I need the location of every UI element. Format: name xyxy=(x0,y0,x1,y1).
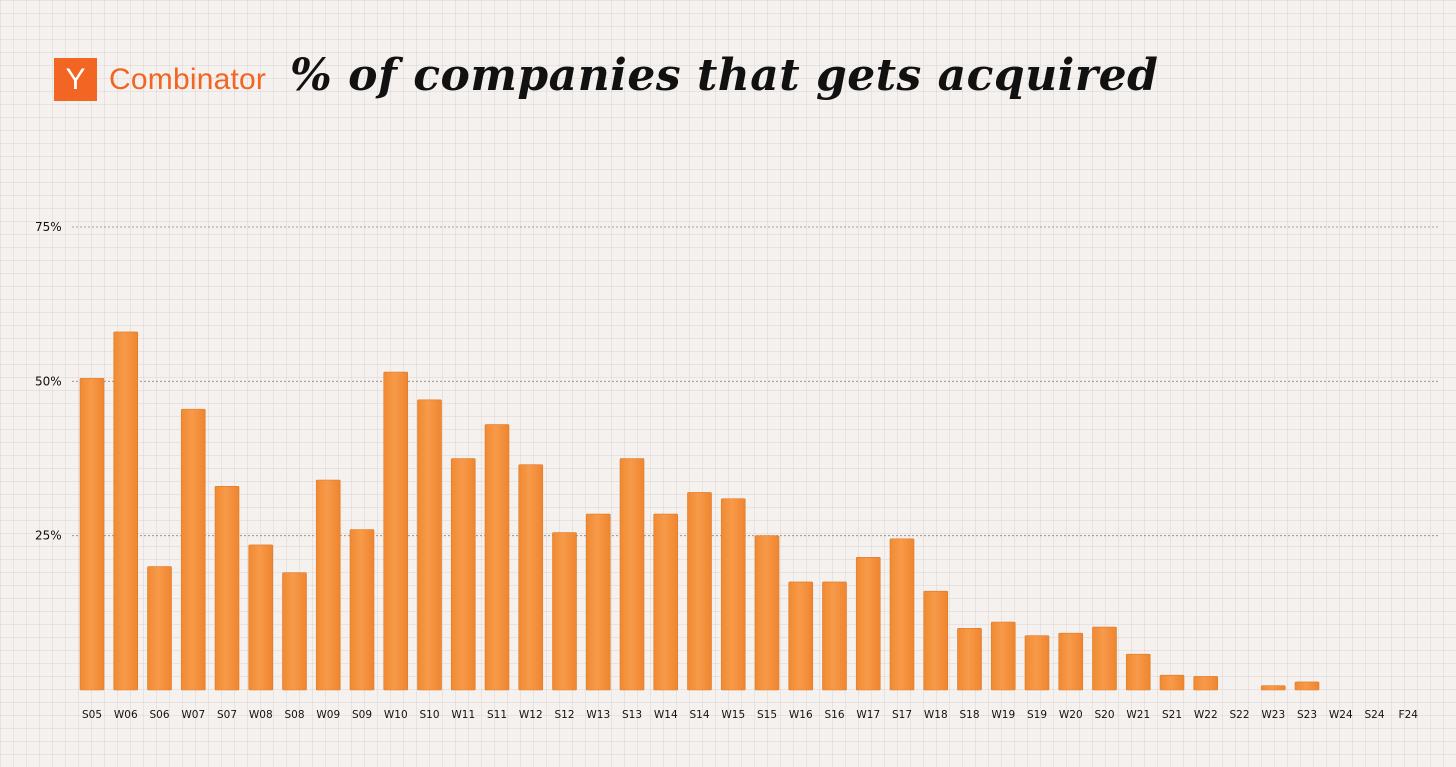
x-tick-label-s21: S21 xyxy=(1162,709,1182,721)
yc-logo-text: Combinator xyxy=(109,62,267,96)
bar-w10 xyxy=(383,371,409,691)
bar-w08 xyxy=(248,544,274,691)
bar-w07 xyxy=(180,408,206,691)
x-tick-label-s15: S15 xyxy=(757,709,777,721)
x-tick-label-s22: S22 xyxy=(1229,709,1249,721)
bar-w11 xyxy=(450,458,476,691)
x-tick-label-w13: W13 xyxy=(586,709,610,721)
x-tick-label-s20: S20 xyxy=(1094,709,1114,721)
x-tick-label-s18: S18 xyxy=(959,709,979,721)
bars xyxy=(79,331,1320,691)
bar-s11 xyxy=(484,424,510,691)
bar-s15 xyxy=(754,535,780,691)
bar-w19 xyxy=(990,621,1016,691)
x-tick-label-s24: S24 xyxy=(1364,709,1384,721)
bar-s06 xyxy=(147,566,172,691)
bar-w18 xyxy=(923,590,949,691)
bar-s12 xyxy=(552,532,577,691)
bar-s21 xyxy=(1159,674,1185,691)
y-tick-label: 75% xyxy=(35,220,62,234)
bar-s18 xyxy=(957,627,982,691)
bar-w23 xyxy=(1260,685,1286,691)
bar-w22 xyxy=(1193,676,1219,691)
x-tick-label-w17: W17 xyxy=(856,709,880,721)
x-tick-label-w23: W23 xyxy=(1261,709,1285,721)
x-tick-label-w07: W07 xyxy=(181,709,205,721)
x-tick-label-w12: W12 xyxy=(519,709,543,721)
x-tick-label-w08: W08 xyxy=(249,709,273,721)
x-tick-label-w18: W18 xyxy=(924,709,948,721)
chart-title: % of companies that gets acquired xyxy=(290,50,1159,101)
x-tick-label-s09: S09 xyxy=(352,709,372,721)
x-tick-label-w06: W06 xyxy=(114,709,138,721)
x-axis-labels: S05 W06 S06 W07 S07 W08 S08 W09 S09 W10 S10 W11 S11 W… xyxy=(82,709,1418,721)
x-tick-label-w16: W16 xyxy=(789,709,813,721)
bar-w16 xyxy=(788,581,814,691)
x-tick-label-s10: S10 xyxy=(419,709,439,721)
x-tick-label-s23: S23 xyxy=(1297,709,1317,721)
bar-w13 xyxy=(585,513,611,691)
bar-s07 xyxy=(214,485,240,691)
bar-w21 xyxy=(1125,653,1151,691)
bar-s13 xyxy=(619,458,645,691)
bar-w06 xyxy=(113,331,139,691)
bar-w15 xyxy=(720,498,746,691)
x-tick-label-f24: F24 xyxy=(1399,709,1419,721)
bar-s05 xyxy=(79,377,105,691)
x-tick-label-s14: S14 xyxy=(689,709,709,721)
bar-s10 xyxy=(417,399,442,691)
x-tick-label-s06: S06 xyxy=(149,709,169,721)
bar-w17 xyxy=(855,556,881,691)
bar-w20 xyxy=(1058,632,1084,691)
bar-w14 xyxy=(653,513,679,691)
bar-s23 xyxy=(1294,681,1320,691)
grid-lines xyxy=(72,226,1440,537)
x-tick-label-w19: W19 xyxy=(991,709,1015,721)
x-tick-label-s16: S16 xyxy=(824,709,844,721)
x-tick-label-w09: W09 xyxy=(316,709,340,721)
bar-s09 xyxy=(349,529,375,691)
x-tick-label-s07: S07 xyxy=(217,709,237,721)
bar-s17 xyxy=(889,538,915,691)
x-tick-label-s17: S17 xyxy=(892,709,912,721)
bar-s20 xyxy=(1092,626,1117,691)
x-tick-label-w24: W24 xyxy=(1329,709,1353,721)
bar-s19 xyxy=(1024,635,1050,691)
x-tick-label-s13: S13 xyxy=(622,709,642,721)
y-tick-label: 50% xyxy=(35,374,62,388)
x-tick-label-s05: S05 xyxy=(82,709,102,721)
x-tick-label-w11: W11 xyxy=(451,709,475,721)
x-tick-label-s08: S08 xyxy=(284,709,304,721)
x-tick-label-w10: W10 xyxy=(384,709,408,721)
bar-w09 xyxy=(315,479,341,691)
x-tick-label-w14: W14 xyxy=(654,709,678,721)
x-tick-label-w21: W21 xyxy=(1126,709,1150,721)
bar-s16 xyxy=(822,581,847,691)
yc-logo-mark: Y xyxy=(54,58,97,101)
bar-w12 xyxy=(518,464,544,691)
y-axis-labels: 75% 50% 25% xyxy=(35,220,62,543)
x-tick-label-w15: W15 xyxy=(721,709,745,721)
y-tick-label: 25% xyxy=(35,529,62,543)
x-tick-label-w22: W22 xyxy=(1194,709,1218,721)
bar-s14 xyxy=(687,492,712,691)
bar-s08 xyxy=(282,572,307,691)
x-tick-label-s12: S12 xyxy=(554,709,574,721)
x-tick-label-s11: S11 xyxy=(487,709,507,721)
x-tick-label-s19: S19 xyxy=(1027,709,1047,721)
yc-logo: Y Combinator xyxy=(54,58,266,101)
x-tick-label-w20: W20 xyxy=(1059,709,1083,721)
